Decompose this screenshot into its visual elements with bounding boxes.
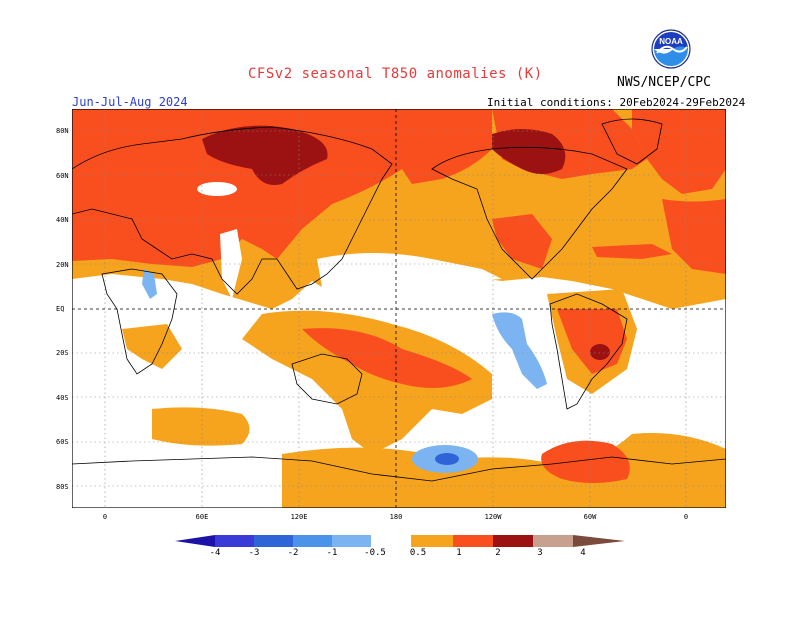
anomaly-region-darkred-canada: [492, 129, 566, 174]
anomaly-region-orange-indian-ocean: [152, 407, 250, 446]
anomaly-region-orange-southern-indian: [282, 454, 392, 494]
colorbar-label-pos3: 3: [537, 548, 543, 558]
colorbar-swatch-neg2: [293, 535, 332, 547]
lon-label-0-east: 0: [683, 513, 689, 521]
colorbar-swatch-pos3: [533, 535, 573, 547]
colorbar-label-neg1: -1: [326, 548, 338, 558]
lon-label-60e: 60E: [195, 513, 209, 521]
anomaly-region-red-europe: [662, 199, 726, 274]
agency-label: NWS/NCEP/CPC: [617, 75, 711, 90]
anomaly-region-orange-australia: [242, 310, 492, 454]
anomaly-map: [72, 109, 726, 508]
lat-label-40n: 40N: [56, 216, 69, 224]
coastlines: [72, 118, 726, 482]
anomaly-region-orange-africa: [122, 324, 182, 369]
map-title: CFSv2 seasonal T850 anomalies (K): [248, 66, 543, 82]
colorbar-label-neg4: -4: [209, 548, 221, 558]
colorbar-label-pos2: 2: [495, 548, 501, 558]
lon-label-180: 180: [389, 513, 403, 521]
anomaly-region-red-south-america: [557, 309, 627, 374]
lat-label-eq: EQ: [56, 305, 65, 313]
lat-label-40s: 40S: [56, 394, 69, 402]
anomaly-region-red-north-2: [402, 109, 492, 184]
lat-label-20n: 20N: [56, 261, 69, 269]
colorbar-label-pos1: 1: [456, 548, 462, 558]
colorbar-label-pos05: 0.5: [409, 548, 427, 558]
colorbar-swatch-neutral: [371, 535, 411, 547]
anomaly-neutral-asia-pocket: [197, 182, 237, 196]
lon-label-0: 0: [102, 513, 108, 521]
anomaly-region-red-north-atlantic: [632, 109, 726, 194]
colorbar-label-neg05: -0.5: [364, 548, 386, 558]
colorbar-label-pos4: 4: [580, 548, 586, 558]
anomaly-region-red-usa: [492, 214, 552, 269]
colorbar: [175, 535, 625, 547]
lon-label-120e: 120E: [290, 513, 308, 521]
lat-label-20s: 20S: [56, 349, 69, 357]
colorbar-swatch-neg3: [254, 535, 293, 547]
anomaly-region-red-southern-ocean: [541, 440, 630, 483]
lon-label-120w: 120W: [484, 513, 502, 521]
noaa-logo: NOAA: [651, 29, 691, 69]
anomaly-region-red-atlantic-band: [592, 244, 672, 259]
lat-label-80n: 80N: [56, 127, 69, 135]
colorbar-label-neg3: -3: [248, 548, 260, 558]
map-gridlines: [72, 109, 726, 508]
initial-conditions-label: Initial conditions: 20Feb2024-29Feb2024: [487, 96, 746, 109]
anomaly-region-blue-east-africa: [142, 269, 157, 299]
anomaly-region-darkred-south-america: [590, 344, 610, 360]
anomaly-region-neutral-pacific: [317, 253, 502, 287]
anomaly-region-blue-ross-sea-core: [435, 453, 459, 465]
lat-label-60n: 60N: [56, 172, 69, 180]
anomaly-region-blue-east-pacific: [492, 312, 547, 389]
colorbar-right-arrow: [573, 535, 625, 547]
anomaly-region-darkred-siberia: [202, 125, 328, 185]
noaa-logo-text: NOAA: [659, 37, 683, 46]
colorbar-swatch-neg4: [215, 535, 254, 547]
colorbar-swatch-neg1: [332, 535, 371, 547]
season-label: Jun-Jul-Aug 2024: [72, 95, 188, 109]
colorbar-left-arrow: [175, 535, 215, 547]
lon-label-60w: 60W: [583, 513, 597, 521]
lat-label-80s: 80S: [56, 483, 69, 491]
colorbar-swatch-pos05: [411, 535, 453, 547]
anomaly-region-red-australia: [302, 328, 472, 388]
colorbar-label-neg2: -2: [287, 548, 299, 558]
lat-label-60s: 60S: [56, 438, 69, 446]
colorbar-swatch-pos2: [493, 535, 533, 547]
colorbar-swatch-pos1: [453, 535, 493, 547]
